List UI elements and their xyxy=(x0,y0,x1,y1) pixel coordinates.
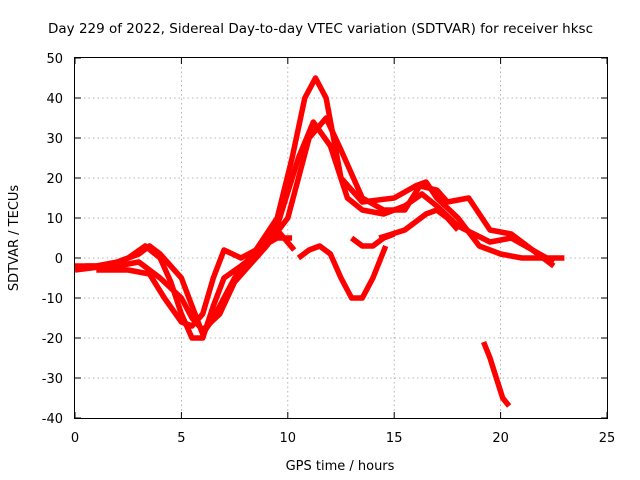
y-tick-label: 30 xyxy=(46,132,63,147)
series-track-9 xyxy=(481,340,512,408)
y-tick-label: -20 xyxy=(42,332,63,347)
x-tick-label: 0 xyxy=(71,431,79,446)
x-axis-label: GPS time / hours xyxy=(286,459,395,474)
x-tick-label: 5 xyxy=(177,431,185,446)
tick-layer: 0 5 10 15 20 25 -40 -30 -20 -10 0 10 20 30 40 50 xyxy=(42,52,616,446)
plot-frame xyxy=(74,57,608,419)
y-tick-label: 50 xyxy=(46,52,63,67)
y-tick-label: -40 xyxy=(42,412,63,427)
y-tick-label: 20 xyxy=(46,172,63,187)
y-axis-label: SDTVAR / TECUs xyxy=(7,185,22,292)
series-layer xyxy=(74,75,565,408)
x-tick-label: 25 xyxy=(599,431,616,446)
series-track-4 xyxy=(96,235,293,329)
y-tick-label: -30 xyxy=(42,372,63,387)
x-tick-label: 20 xyxy=(492,431,509,446)
x-tick-label: 10 xyxy=(280,431,297,446)
series-track-8 xyxy=(296,243,389,301)
chart-title: Day 229 of 2022, Sidereal Day-to-day VTE… xyxy=(48,21,593,37)
series-track-7 xyxy=(378,207,461,241)
series-track-2 xyxy=(74,119,556,341)
grid-layer xyxy=(75,58,607,418)
y-tick-label: 0 xyxy=(55,252,63,267)
y-tick-label: 10 xyxy=(46,212,63,227)
y-tick-label: -10 xyxy=(42,292,63,307)
x-tick-label: 15 xyxy=(386,431,403,446)
y-tick-label: 40 xyxy=(46,92,63,107)
series-track-1 xyxy=(75,75,565,337)
series-track-6 xyxy=(275,228,297,252)
series-track-3 xyxy=(85,115,556,333)
